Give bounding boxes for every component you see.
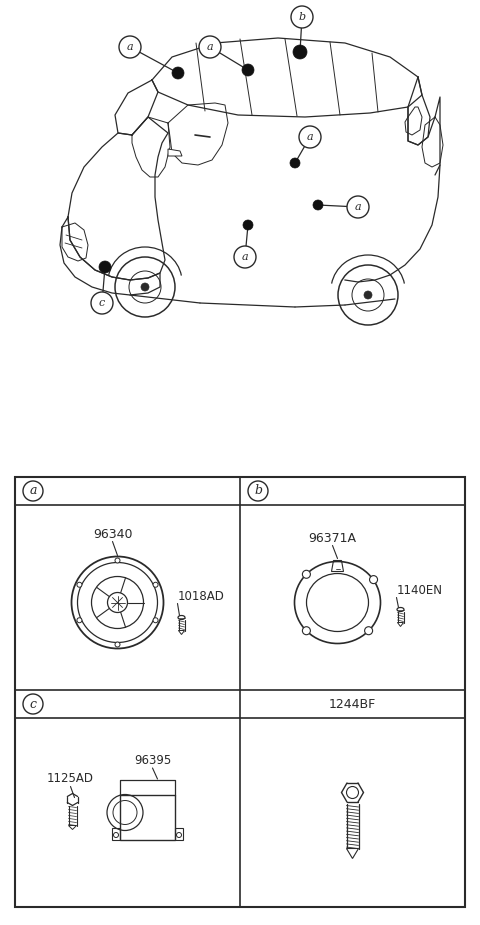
- Text: a: a: [307, 132, 313, 142]
- Bar: [112, 828, 120, 840]
- Text: 1018AD: 1018AD: [178, 589, 224, 602]
- Text: a: a: [127, 42, 133, 52]
- Circle shape: [199, 36, 221, 58]
- Text: b: b: [254, 485, 262, 498]
- Text: c: c: [99, 298, 105, 308]
- Ellipse shape: [397, 608, 404, 611]
- Text: 96371A: 96371A: [309, 532, 357, 545]
- Circle shape: [153, 618, 158, 623]
- Text: 96340: 96340: [93, 527, 132, 540]
- Circle shape: [108, 593, 128, 612]
- Circle shape: [77, 582, 82, 587]
- Polygon shape: [69, 825, 76, 830]
- Polygon shape: [179, 631, 184, 635]
- Bar: [175, 828, 183, 840]
- Circle shape: [347, 196, 369, 218]
- Circle shape: [172, 67, 184, 79]
- Circle shape: [302, 571, 311, 578]
- Circle shape: [293, 45, 307, 59]
- Circle shape: [243, 220, 253, 230]
- Circle shape: [370, 575, 378, 584]
- Polygon shape: [347, 848, 359, 858]
- Circle shape: [242, 64, 254, 76]
- Circle shape: [313, 200, 323, 210]
- Circle shape: [99, 261, 111, 273]
- Circle shape: [141, 283, 149, 291]
- Circle shape: [23, 694, 43, 714]
- Text: 96395: 96395: [134, 754, 171, 767]
- Circle shape: [153, 582, 158, 587]
- Text: a: a: [207, 42, 213, 52]
- Circle shape: [119, 36, 141, 58]
- Text: 1244BF: 1244BF: [329, 697, 376, 710]
- Circle shape: [290, 158, 300, 168]
- Circle shape: [364, 291, 372, 299]
- Circle shape: [23, 481, 43, 501]
- Circle shape: [365, 627, 372, 635]
- Circle shape: [291, 6, 313, 28]
- Circle shape: [248, 481, 268, 501]
- Circle shape: [77, 618, 82, 623]
- Text: a: a: [29, 485, 37, 498]
- Text: a: a: [355, 202, 361, 212]
- Text: c: c: [29, 697, 36, 710]
- Circle shape: [91, 292, 113, 314]
- Text: 1125AD: 1125AD: [47, 772, 94, 785]
- Circle shape: [115, 558, 120, 563]
- Text: a: a: [242, 252, 248, 262]
- Circle shape: [115, 642, 120, 647]
- Text: 1140EN: 1140EN: [396, 584, 443, 597]
- Bar: [15, 477, 465, 907]
- Circle shape: [302, 627, 311, 635]
- Circle shape: [299, 126, 321, 148]
- Ellipse shape: [178, 615, 185, 620]
- Text: b: b: [299, 12, 306, 22]
- Circle shape: [234, 246, 256, 268]
- Bar: [120, 795, 175, 840]
- Polygon shape: [397, 623, 404, 626]
- Polygon shape: [168, 149, 182, 156]
